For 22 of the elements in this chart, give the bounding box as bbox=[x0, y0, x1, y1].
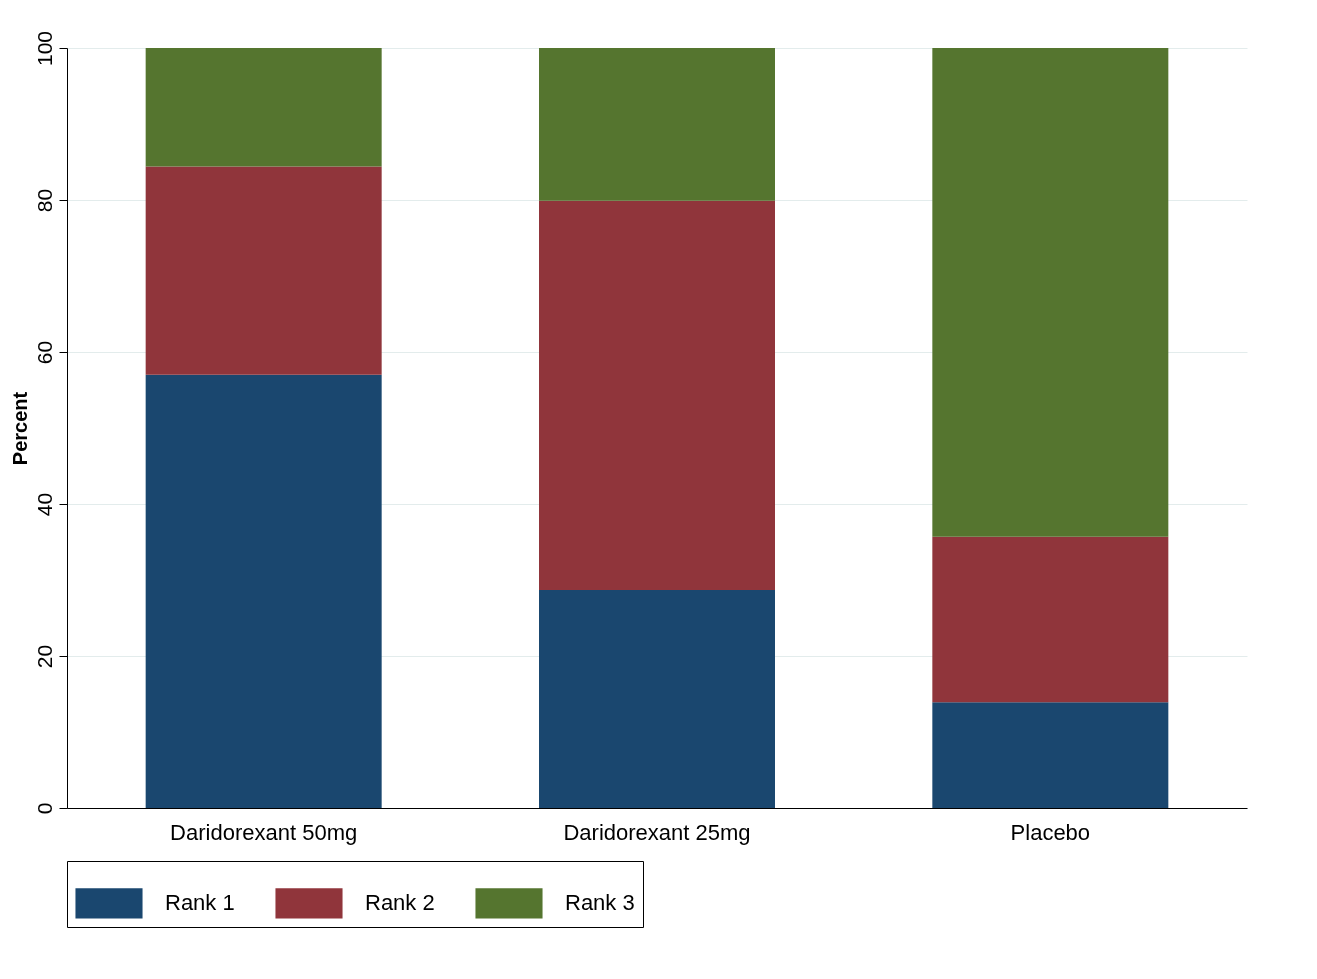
y-tick-label: 0 bbox=[32, 802, 56, 815]
y-tick-label: 80 bbox=[32, 188, 56, 213]
bar bbox=[539, 200, 775, 590]
y-tick-label: 40 bbox=[32, 492, 56, 517]
legend-label: Rank 3 bbox=[565, 890, 635, 916]
y-tick-label: 60 bbox=[32, 340, 56, 365]
x-tick-label: Placebo bbox=[1010, 819, 1091, 845]
legend-label: Rank 2 bbox=[365, 890, 435, 916]
legend-label: Rank 1 bbox=[165, 890, 235, 916]
x-tick-label: Daridorexant 25mg bbox=[563, 819, 751, 845]
bar bbox=[145, 48, 382, 167]
bar bbox=[932, 702, 1169, 808]
bar bbox=[539, 48, 775, 201]
bar bbox=[145, 374, 382, 808]
y-tick-label: 20 bbox=[32, 644, 56, 669]
y-tick-label: 100 bbox=[32, 30, 56, 67]
bar bbox=[539, 589, 775, 808]
bar bbox=[932, 48, 1169, 537]
bar bbox=[932, 536, 1169, 703]
x-tick-label: Daridorexant 50mg bbox=[170, 819, 358, 845]
y-axis-title: Percent bbox=[8, 391, 31, 466]
bar bbox=[145, 166, 382, 375]
